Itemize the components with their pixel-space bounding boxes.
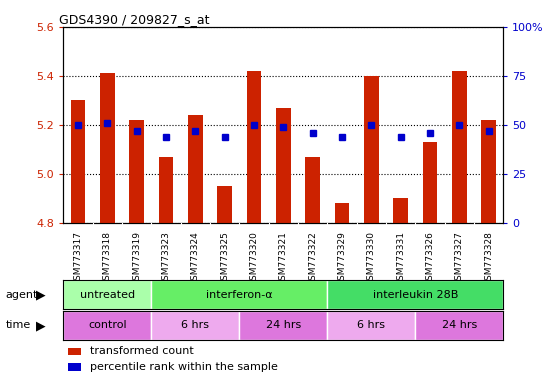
Text: GSM773324: GSM773324	[191, 231, 200, 286]
Bar	[217, 186, 232, 223]
Bar	[100, 73, 114, 223]
Text: GSM773320: GSM773320	[249, 231, 258, 286]
Text: GSM773326: GSM773326	[425, 231, 435, 286]
Text: interferon-α: interferon-α	[206, 290, 273, 300]
Text: percentile rank within the sample: percentile rank within the sample	[90, 362, 278, 372]
Text: ▶: ▶	[36, 288, 46, 301]
Bar	[481, 120, 496, 223]
Bar	[422, 142, 437, 223]
Text: control: control	[88, 320, 126, 331]
Text: 6 hrs: 6 hrs	[358, 320, 385, 331]
Bar	[68, 363, 81, 371]
Bar	[327, 311, 415, 340]
Text: untreated: untreated	[80, 290, 135, 300]
Text: time: time	[6, 320, 31, 331]
Text: GSM773325: GSM773325	[220, 231, 229, 286]
Bar	[151, 280, 327, 309]
Bar	[239, 311, 327, 340]
Text: ▶: ▶	[36, 319, 46, 332]
Bar	[63, 280, 151, 309]
Text: GSM773322: GSM773322	[308, 231, 317, 286]
Bar	[246, 71, 261, 223]
Bar	[158, 157, 173, 223]
Text: GSM773330: GSM773330	[367, 231, 376, 286]
Text: GSM773323: GSM773323	[161, 231, 170, 286]
Bar	[393, 198, 408, 223]
Text: 24 hrs: 24 hrs	[266, 320, 301, 331]
Text: GSM773318: GSM773318	[103, 231, 112, 286]
Bar	[68, 348, 81, 355]
Bar	[188, 115, 202, 223]
Bar	[452, 71, 466, 223]
Bar	[63, 311, 151, 340]
Text: GSM773317: GSM773317	[73, 231, 82, 286]
Text: 6 hrs: 6 hrs	[182, 320, 209, 331]
Bar	[70, 100, 85, 223]
Bar	[305, 157, 320, 223]
Bar	[364, 76, 378, 223]
Bar	[151, 311, 239, 340]
Text: GSM773327: GSM773327	[455, 231, 464, 286]
Text: GSM773331: GSM773331	[396, 231, 405, 286]
Text: GSM773319: GSM773319	[132, 231, 141, 286]
Text: GSM773321: GSM773321	[279, 231, 288, 286]
Text: interleukin 28B: interleukin 28B	[372, 290, 458, 300]
Text: agent: agent	[6, 290, 38, 300]
Bar	[276, 108, 290, 223]
Bar	[129, 120, 144, 223]
Text: transformed count: transformed count	[90, 346, 194, 356]
Bar	[415, 311, 503, 340]
Bar	[334, 203, 349, 223]
Bar	[327, 280, 503, 309]
Text: GSM773328: GSM773328	[484, 231, 493, 286]
Text: 24 hrs: 24 hrs	[442, 320, 477, 331]
Text: GDS4390 / 209827_s_at: GDS4390 / 209827_s_at	[59, 13, 210, 26]
Text: GSM773329: GSM773329	[337, 231, 346, 286]
